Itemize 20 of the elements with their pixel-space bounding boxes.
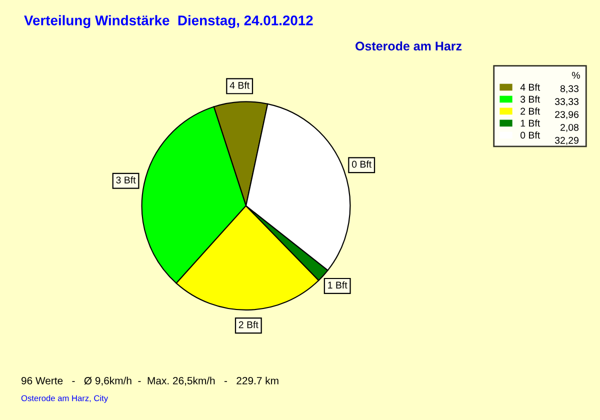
data-label: 23,96 bbox=[555, 111, 579, 120]
slice-label: 2 Bft bbox=[238, 321, 258, 328]
legend-label: 2 Bft bbox=[520, 108, 540, 115]
text: 96 Werte - Ø 9,6km/h - Max. 26,5km/h - 229.7 km bbox=[21, 376, 278, 386]
legend-label: 3 Bft bbox=[520, 96, 540, 103]
legend-title: % bbox=[572, 72, 580, 79]
chart-title: Verteilung Windstärke Dienstag, 24.01.2012 bbox=[24, 15, 313, 28]
slice-label: 4 Bft bbox=[230, 82, 250, 89]
data-label: 33,33 bbox=[554, 98, 579, 106]
slice-label: 3 Bft bbox=[116, 176, 136, 184]
chart-subtitle: Osterode am Harz bbox=[356, 41, 462, 51]
legend-label: 4 Bft bbox=[520, 84, 540, 91]
data-label: 32,29 bbox=[554, 136, 578, 145]
legend-label: 0 Bft bbox=[520, 132, 540, 139]
data-label: 2,08 bbox=[560, 124, 579, 132]
text: Osterode am Harz, City bbox=[21, 395, 108, 403]
legend-label: 1 Bft bbox=[520, 120, 540, 127]
slice-label: 1 Bft bbox=[328, 281, 348, 289]
slice-label: 0 Bft bbox=[352, 160, 372, 168]
data-label: 8,33 bbox=[560, 85, 579, 94]
